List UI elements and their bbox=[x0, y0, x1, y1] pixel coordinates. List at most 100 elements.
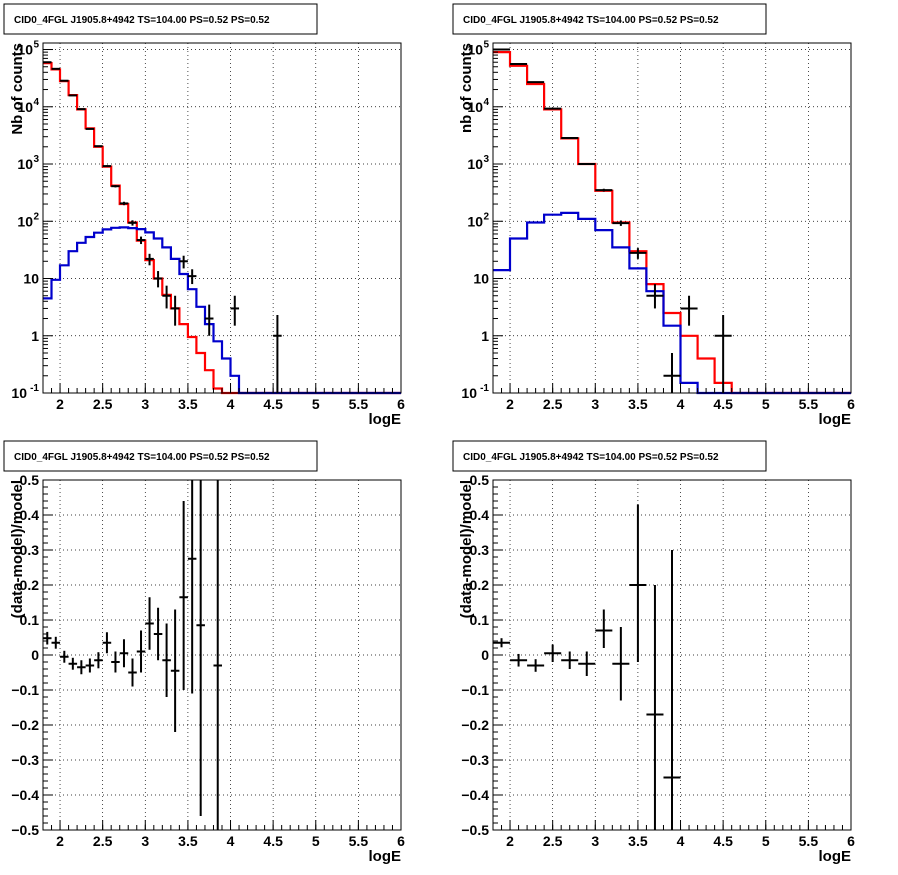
x-tick-label: 2.5 bbox=[543, 396, 563, 412]
y-tick-label: 10 bbox=[23, 271, 39, 287]
y-tick-exponent: 5 bbox=[33, 40, 39, 51]
y-tick-label: 1 bbox=[31, 328, 39, 344]
data-point bbox=[510, 653, 528, 667]
data-point bbox=[170, 295, 180, 326]
data-point bbox=[230, 295, 240, 326]
y-tick-label: 0 bbox=[31, 647, 39, 663]
data-point bbox=[51, 636, 61, 649]
y-tick-exponent: -1 bbox=[30, 383, 39, 394]
x-axis-label: logE bbox=[369, 411, 402, 428]
y-tick-label: 0.2 bbox=[470, 577, 490, 593]
data-point bbox=[85, 658, 95, 673]
y-tick-label: 0.2 bbox=[20, 577, 40, 593]
data-point bbox=[68, 657, 78, 670]
x-tick-label: 4 bbox=[227, 396, 235, 412]
x-tick-label: 3.5 bbox=[178, 396, 198, 412]
y-tick-exponent: 4 bbox=[483, 97, 489, 108]
title-box bbox=[3, 3, 318, 35]
data-point bbox=[561, 651, 579, 669]
x-tick-label: 5 bbox=[762, 396, 770, 412]
x-tick-label: 3.5 bbox=[178, 833, 198, 849]
y-tick-exponent: 2 bbox=[483, 211, 489, 222]
title-box bbox=[452, 440, 767, 472]
data-point bbox=[85, 127, 95, 130]
data-point bbox=[102, 165, 112, 168]
panel-residuals-left: CID0_4FGL J1905.8+4942 TS=104.00 PS=0.52… bbox=[3, 440, 405, 865]
y-tick-label: 10 bbox=[17, 42, 33, 58]
y-tick-label: 10 bbox=[467, 213, 483, 229]
data-point bbox=[493, 638, 511, 648]
data-point bbox=[128, 658, 137, 687]
y-tick-label: −0.3 bbox=[11, 752, 39, 768]
axis-ticks: 2 2.5 3 3.5 4 4.5 5 5.5 6 −0.5 −0.4 −0.3 −0.2 −0.1 0 0.… bbox=[461, 472, 855, 849]
data-point bbox=[204, 304, 214, 336]
x-tick-label: 5 bbox=[762, 833, 770, 849]
y-tick-label: −0.2 bbox=[461, 717, 489, 733]
series-layer bbox=[493, 504, 681, 830]
y-tick-label: 10 bbox=[467, 99, 483, 115]
data-point bbox=[94, 652, 103, 669]
y-tick-label: −0.1 bbox=[461, 682, 489, 698]
y-tick-label: 0.4 bbox=[470, 507, 490, 523]
data-point bbox=[162, 623, 171, 697]
x-tick-label: 5 bbox=[312, 396, 320, 412]
x-tick-label: 3 bbox=[141, 396, 149, 412]
x-tick-label: 6 bbox=[847, 396, 855, 412]
data-point bbox=[119, 639, 129, 668]
panel-counts-left: CID0_4FGL J1905.8+4942 TS=104.00 PS=0.52… bbox=[3, 3, 405, 428]
x-tick-label: 4 bbox=[677, 833, 685, 849]
x-tick-label: 2.5 bbox=[93, 396, 113, 412]
y-tick-label: −0.5 bbox=[11, 822, 39, 838]
y-tick-label: 0.5 bbox=[20, 472, 40, 488]
y-tick-label: 10 bbox=[467, 42, 483, 58]
panel-counts-right: CID0_4FGL J1905.8+4942 TS=104.00 PS=0.52… bbox=[452, 3, 855, 428]
chart-title: CID0_4FGL J1905.8+4942 TS=104.00 PS=0.52… bbox=[14, 15, 270, 26]
data-point bbox=[179, 255, 188, 269]
x-tick-label: 2 bbox=[506, 833, 514, 849]
data-point bbox=[213, 480, 222, 830]
data-point bbox=[527, 659, 545, 672]
data-point bbox=[612, 627, 630, 701]
data-point bbox=[561, 136, 579, 139]
data-point bbox=[136, 236, 146, 245]
data-point bbox=[94, 145, 103, 148]
y-tick-label: 10 bbox=[473, 271, 489, 287]
y-tick-label: 10 bbox=[461, 385, 477, 401]
x-tick-label: 3 bbox=[141, 833, 149, 849]
x-tick-label: 3 bbox=[591, 396, 599, 412]
y-axis-label: nb of counts bbox=[458, 43, 475, 133]
x-tick-label: 6 bbox=[397, 833, 405, 849]
data-point bbox=[663, 352, 681, 393]
data-point bbox=[544, 644, 562, 662]
x-tick-label: 4 bbox=[227, 833, 235, 849]
y-tick-exponent: 3 bbox=[483, 154, 489, 165]
data-point bbox=[145, 597, 154, 650]
data-point bbox=[578, 163, 596, 166]
data-point bbox=[136, 630, 146, 673]
data-point bbox=[196, 480, 205, 816]
axis-ticks: 2 2.5 3 3.5 4 4.5 5 5.5 6 −0.5 −0.4 −0.3 −0.2 −0.1 0 0.… bbox=[11, 472, 405, 849]
y-tick-exponent: -1 bbox=[480, 383, 489, 394]
data-point bbox=[77, 660, 86, 675]
x-tick-label: 2.5 bbox=[543, 833, 563, 849]
x-tick-label: 2.5 bbox=[93, 833, 113, 849]
data-point bbox=[578, 651, 596, 676]
y-tick-label: 10 bbox=[11, 385, 27, 401]
y-tick-label: 0.4 bbox=[20, 507, 40, 523]
data-point bbox=[111, 651, 120, 673]
x-tick-label: 4.5 bbox=[713, 833, 733, 849]
data-point bbox=[714, 315, 732, 393]
data-point bbox=[629, 504, 647, 662]
data-point bbox=[111, 184, 120, 188]
y-tick-exponent: 5 bbox=[483, 40, 489, 51]
y-axis-label: (data-model)/model bbox=[9, 480, 26, 618]
x-tick-label: 5.5 bbox=[799, 396, 819, 412]
y-axis-label: (data-model)/model bbox=[458, 480, 475, 618]
x-tick-label: 2 bbox=[506, 396, 514, 412]
x-tick-label: 6 bbox=[397, 396, 405, 412]
y-tick-label: 10 bbox=[17, 213, 33, 229]
data-point bbox=[162, 285, 171, 309]
data-point bbox=[102, 632, 112, 654]
